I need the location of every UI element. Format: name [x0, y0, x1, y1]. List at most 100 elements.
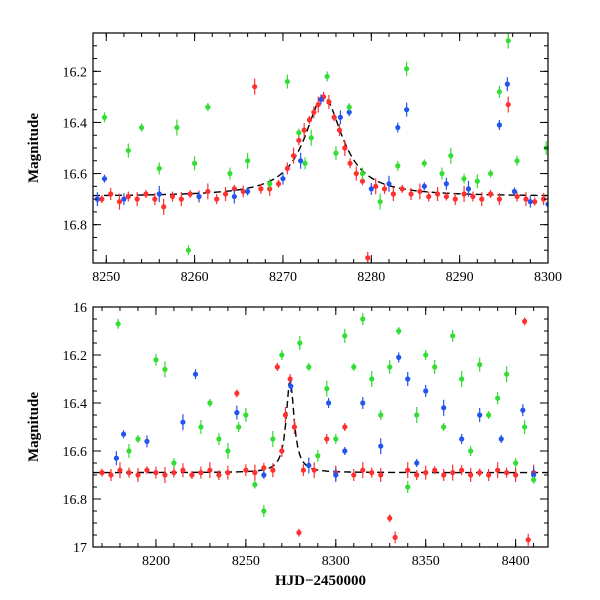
top-data-point [138, 124, 145, 131]
bottom-data-point [396, 328, 402, 334]
top-data-point [511, 188, 518, 195]
bottom-data-point [531, 477, 537, 483]
bottom-data-point [153, 357, 159, 363]
top-data-point [178, 196, 184, 202]
bottom-data-point [378, 412, 384, 418]
bottom-data-point [234, 410, 240, 416]
top-data-point [231, 193, 237, 200]
top-data-point [421, 160, 427, 166]
bottom-data-point [243, 467, 249, 473]
top-data-point [318, 96, 324, 103]
top-data-point [324, 73, 330, 80]
top-data-point [205, 104, 211, 110]
bottom-panel: 8200 8250 8300 8350 8400 16 16.2 16.4 16.6 16.8 17… [26, 301, 549, 589]
top-data-point [298, 158, 304, 164]
top-data-point [280, 176, 286, 182]
bottom-y-tick-label: 16.2 [63, 349, 88, 364]
bottom-data-point [297, 340, 303, 346]
top-data-point [347, 160, 353, 166]
bottom-data-point [396, 354, 402, 360]
bottom-data-point [405, 467, 411, 473]
top-data-point [290, 153, 297, 159]
top-data-point [496, 196, 503, 202]
bottom-data-point [414, 412, 420, 418]
top-data-point [99, 196, 105, 202]
bottom-data-point [351, 364, 357, 370]
bottom-data-point [274, 364, 280, 370]
top-data-point [377, 199, 383, 205]
top-data-point [532, 199, 538, 205]
bottom-data-point [300, 467, 307, 473]
top-data-point [474, 178, 480, 184]
bottom-data-point [333, 436, 339, 442]
top-data-point [346, 109, 352, 115]
bottom-series-0 [99, 317, 537, 546]
bottom-data-point [468, 472, 474, 478]
top-data-point [461, 176, 467, 182]
top-data-point [359, 170, 366, 177]
top-data-point [245, 188, 251, 195]
bottom-data-point [324, 386, 330, 392]
bottom-data-point [315, 453, 321, 459]
bottom-data-point [306, 364, 312, 370]
top-x-tick-label: 8300 [534, 270, 562, 285]
top-data-point [196, 193, 202, 200]
bottom-data-point [459, 467, 465, 473]
bottom-data-point [115, 321, 121, 327]
bottom-data-point [162, 472, 168, 478]
top-data-point [227, 170, 233, 177]
bottom-data-point [270, 436, 276, 442]
top-data-point [443, 181, 449, 187]
top-data-point [326, 99, 332, 105]
top-data-point [342, 145, 348, 151]
bottom-data-point [192, 371, 199, 377]
bottom-data-point [198, 470, 204, 476]
bottom-data-point [126, 470, 132, 476]
top-data-point [381, 186, 388, 192]
top-data-point [121, 196, 127, 202]
bottom-data-point [207, 400, 213, 406]
bottom-y-axis-label: Magnitude [26, 392, 42, 462]
top-x-tick-label: 8290 [446, 270, 474, 285]
top-data-point [434, 191, 441, 197]
bottom-data-point [459, 436, 465, 442]
top-data-point [192, 160, 198, 166]
top-data-point [353, 170, 359, 177]
bottom-data-point [423, 470, 429, 476]
bottom-data-point [216, 472, 222, 478]
bottom-data-point [126, 448, 132, 454]
bottom-data-point [270, 467, 276, 473]
bottom-data-point [504, 470, 510, 476]
bottom-data-point [477, 470, 483, 476]
top-data-point [504, 81, 510, 87]
bottom-data-point [522, 318, 528, 324]
bottom-data-point [459, 376, 465, 382]
bottom-data-point [216, 436, 222, 442]
bottom-data-point [378, 472, 384, 478]
top-data-point [426, 193, 432, 200]
bottom-data-point [243, 412, 249, 418]
top-data-point [514, 193, 520, 200]
top-data-point [275, 181, 282, 187]
top-data-point [108, 191, 114, 197]
top-y-tick-label: 16.6 [63, 168, 88, 183]
top-series-2 [101, 33, 548, 256]
bottom-data-point [531, 472, 537, 478]
top-data-point [487, 170, 494, 177]
bottom-data-point [504, 371, 510, 377]
top-data-point [443, 193, 449, 200]
bottom-y-tick-label: 16.4 [63, 397, 88, 412]
bottom-data-point [234, 390, 240, 396]
top-data-point [143, 191, 149, 197]
top-data-point [390, 191, 396, 197]
bottom-y-tick-label: 16 [73, 301, 87, 316]
bottom-data-point [279, 352, 285, 358]
bottom-data-point [225, 470, 231, 476]
bottom-data-point [405, 484, 411, 490]
bottom-data-point [351, 472, 357, 478]
bottom-data-point [135, 472, 141, 478]
bottom-data-point [288, 383, 294, 389]
top-data-point [311, 109, 317, 115]
bottom-data-point [261, 465, 267, 471]
